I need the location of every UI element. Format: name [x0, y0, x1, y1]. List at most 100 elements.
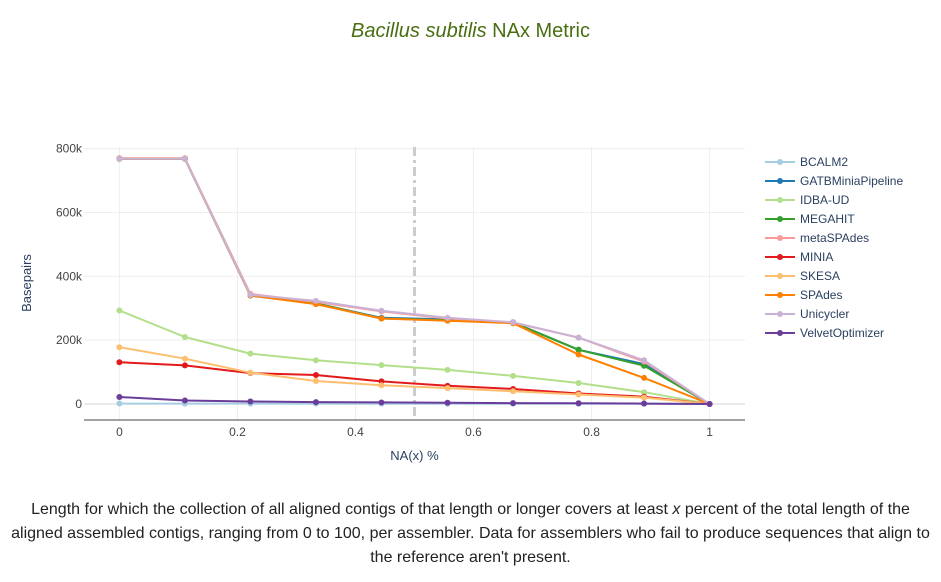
data-point	[378, 382, 385, 389]
y-tick-label: 200k	[56, 333, 83, 347]
data-point	[181, 333, 188, 340]
legend-item-bcalm2: BCALM2	[765, 155, 848, 169]
chart-caption: Length for which the collection of all a…	[6, 498, 935, 570]
series-layer	[116, 155, 713, 408]
data-point	[312, 357, 319, 364]
caption-italic: x	[672, 501, 681, 518]
chart: 0 0.2 0.4 0.6 0.8 1 0 200k 400k 600k 800k BCALM2 GA…	[19, 142, 903, 463]
legend-marker	[777, 178, 783, 184]
data-point	[312, 297, 319, 304]
data-point	[247, 350, 254, 357]
data-point	[378, 315, 385, 322]
data-point	[641, 357, 648, 364]
data-point	[116, 307, 123, 314]
data-point	[706, 401, 713, 408]
x-tick-label: 0.4	[347, 425, 364, 439]
legend-label: SPAdes	[800, 288, 842, 302]
caption-part-2: percent of the total length of the align…	[11, 501, 930, 566]
y-axis-title: Basepairs	[19, 254, 34, 312]
legend-label: GATBMiniaPipeline	[800, 174, 903, 188]
data-point	[181, 362, 188, 369]
data-point	[116, 400, 123, 407]
x-tick-label: 0.2	[229, 425, 246, 439]
data-point	[641, 394, 648, 401]
y-tick-label: 0	[75, 397, 82, 411]
data-point	[444, 385, 451, 392]
legend-marker	[777, 254, 783, 260]
legend-marker	[777, 235, 783, 241]
legend-marker	[777, 330, 783, 336]
y-tick-label: 600k	[56, 205, 83, 219]
legend: BCALM2 GATBMiniaPipeline IDBA-UD MEGAHIT met…	[765, 155, 903, 340]
y-tick-label: 800k	[56, 142, 83, 156]
legend-marker	[777, 159, 783, 165]
chart-title-italic: Bacillus subtilis	[351, 20, 487, 42]
data-point	[641, 362, 648, 369]
axes: 0 0.2 0.4 0.6 0.8 1 0 200k 400k 600k 800k	[56, 142, 745, 439]
series-line	[119, 157, 711, 405]
legend-marker	[777, 311, 783, 317]
data-point	[116, 394, 123, 401]
data-point	[444, 314, 451, 321]
legend-label: MINIA	[800, 250, 833, 264]
data-point	[116, 359, 123, 366]
series-line	[119, 346, 710, 405]
data-point	[378, 362, 385, 369]
legend-label: VelvetOptimizer	[800, 326, 884, 340]
legend-label: IDBA-UD	[800, 193, 850, 207]
data-point	[510, 388, 517, 395]
data-point	[575, 400, 582, 407]
data-point	[575, 346, 582, 353]
data-point	[641, 374, 648, 381]
chart-title: Bacillus subtilis NAx Metric	[0, 20, 941, 43]
legend-label: Unicycler	[800, 307, 849, 321]
data-point	[247, 291, 254, 298]
data-point	[510, 400, 517, 407]
legend-marker	[777, 197, 783, 203]
data-point	[247, 398, 254, 405]
data-point	[312, 378, 319, 385]
data-point	[510, 319, 517, 326]
data-point	[181, 155, 188, 162]
legend-marker	[777, 292, 783, 298]
data-point	[510, 372, 517, 379]
data-point	[181, 355, 188, 362]
series-unicycler	[116, 155, 713, 408]
data-point	[181, 397, 188, 404]
data-point	[116, 155, 123, 162]
legend-label: MEGAHIT	[800, 212, 855, 226]
legend-item-minia: MINIA	[765, 250, 833, 264]
legend-label: SKESA	[800, 269, 840, 283]
data-point	[575, 334, 582, 341]
x-tick-label: 1	[706, 425, 713, 439]
series-velvetoptimizer	[116, 394, 713, 408]
legend-marker	[777, 216, 783, 222]
legend-item-gatbminiapipeline: GATBMiniaPipeline	[765, 174, 903, 188]
data-point	[641, 400, 648, 407]
series-idba-ud	[116, 307, 713, 408]
x-tick-label: 0	[116, 425, 123, 439]
legend-item-idba-ud: IDBA-UD	[765, 193, 850, 207]
data-point	[247, 369, 254, 376]
legend-label: metaSPAdes	[800, 231, 869, 245]
y-tick-label: 400k	[56, 269, 83, 283]
data-point	[641, 389, 648, 396]
data-point	[312, 371, 319, 378]
series-line	[119, 396, 710, 405]
data-point	[378, 307, 385, 314]
caption-part-1: Length for which the collection of all a…	[31, 501, 673, 518]
data-point	[378, 399, 385, 406]
x-axis-title: NA(x) %	[390, 448, 439, 463]
data-point	[312, 399, 319, 406]
data-point	[575, 379, 582, 386]
data-point	[575, 351, 582, 358]
data-point	[116, 344, 123, 351]
x-tick-label: 0.6	[465, 425, 482, 439]
legend-item-metaspades: metaSPAdes	[765, 231, 869, 245]
chart-title-rest: NAx Metric	[486, 20, 590, 42]
legend-item-megahit: MEGAHIT	[765, 212, 855, 226]
series-line	[119, 309, 710, 405]
legend-item-unicycler: Unicycler	[765, 307, 849, 321]
legend-item-velvetoptimizer: VelvetOptimizer	[765, 326, 884, 340]
data-point	[575, 391, 582, 398]
